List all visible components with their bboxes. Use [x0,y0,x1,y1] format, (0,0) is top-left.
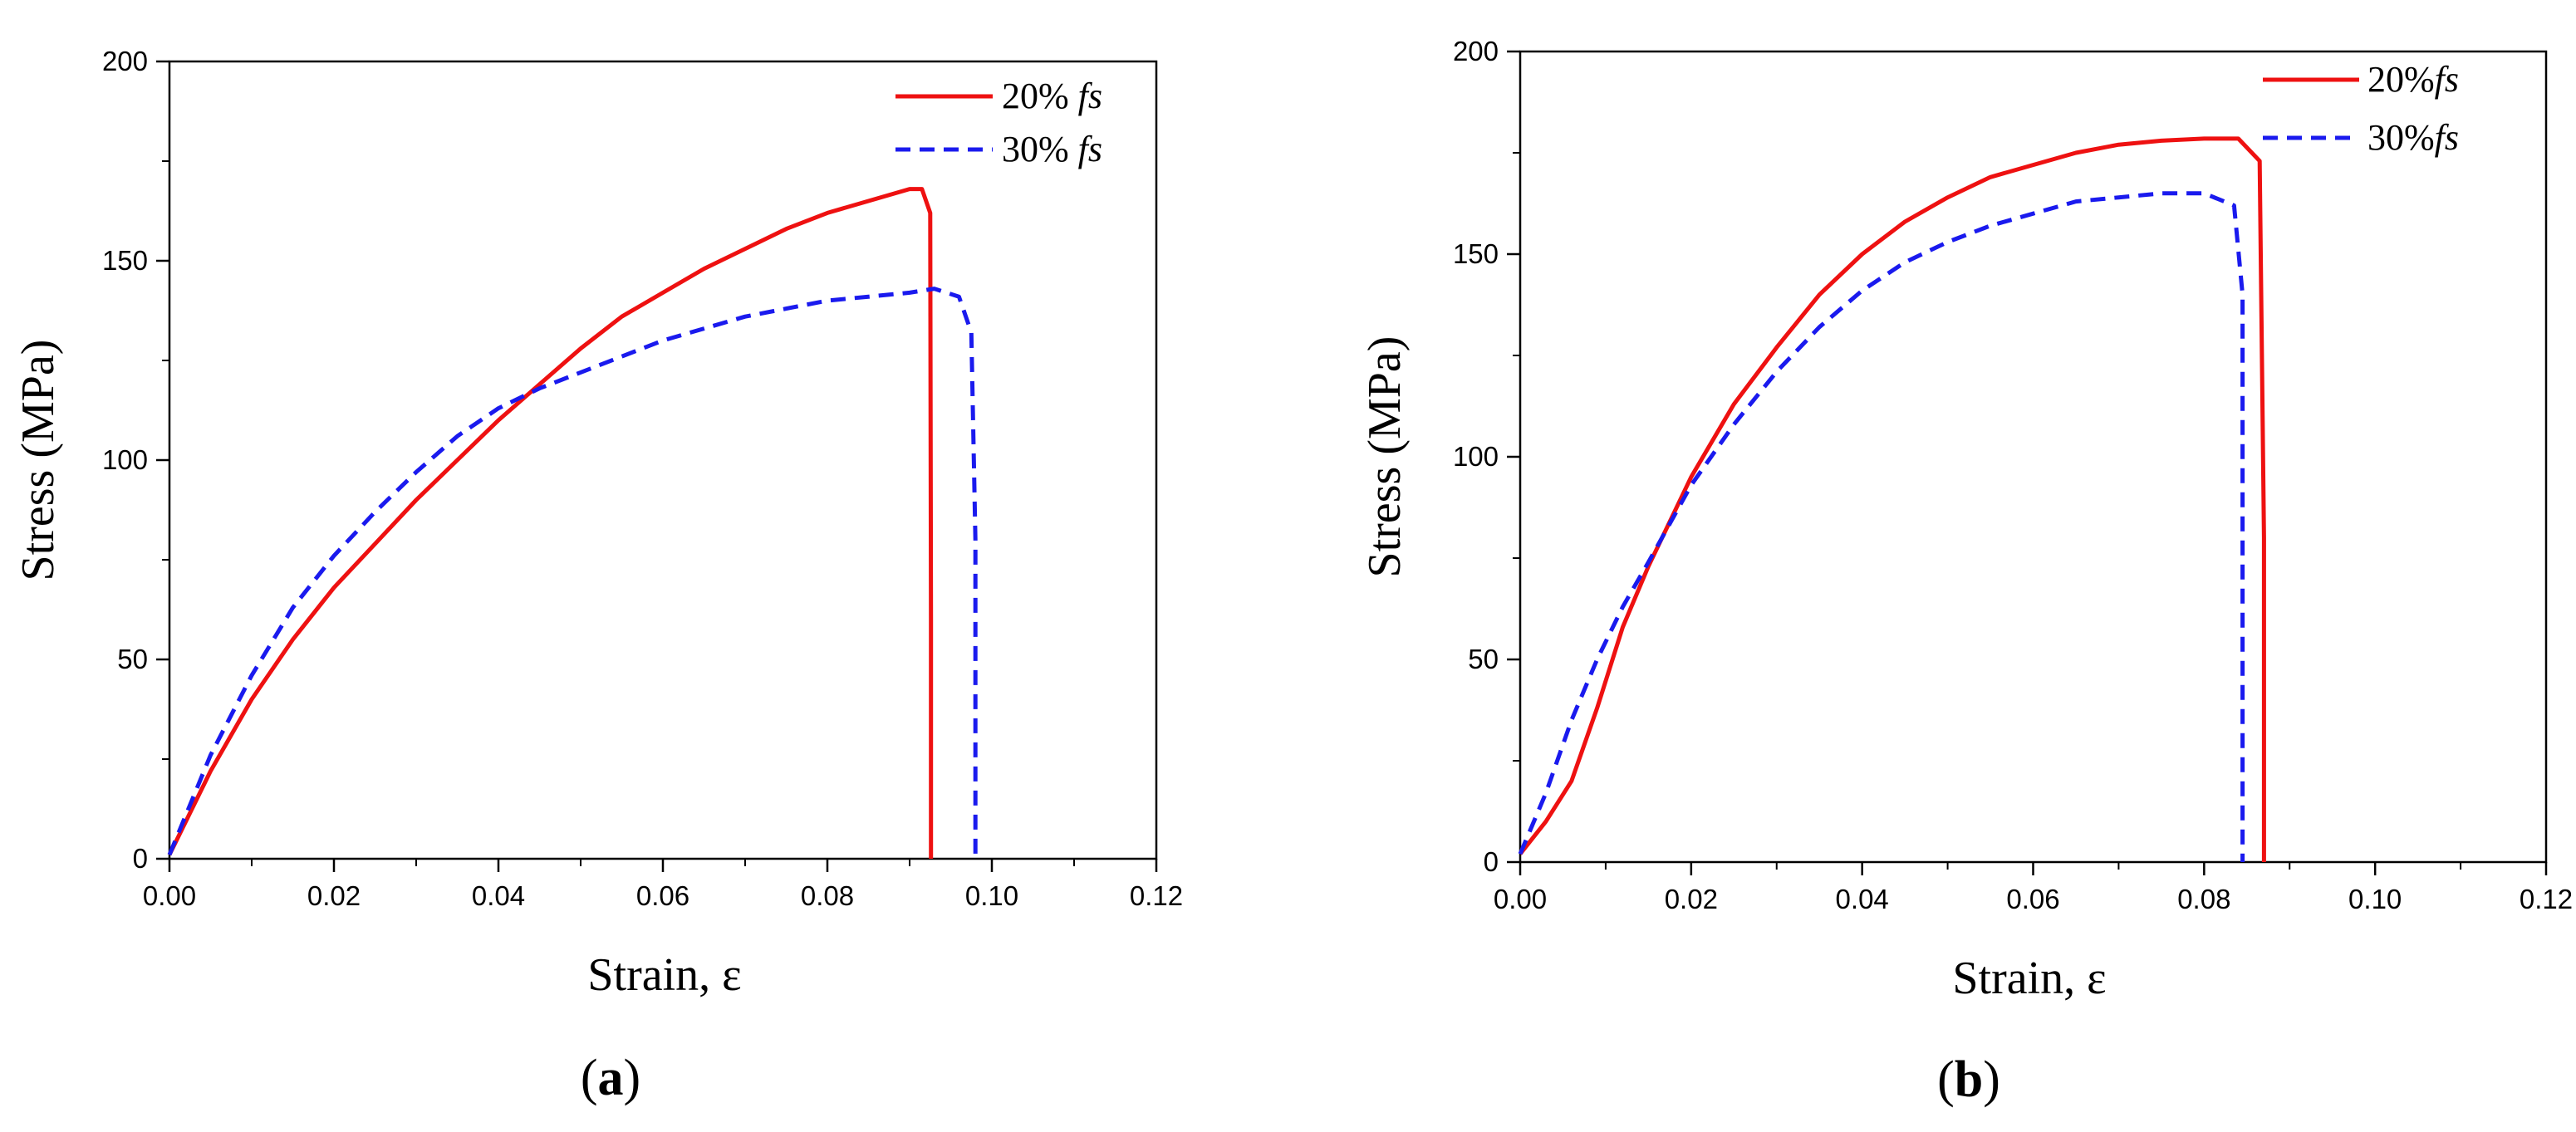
y-tick-label: 200 [1453,36,1499,66]
chart-panel-a: 0.00 0.02 0.04 0.06 0.08 0.10 0.12 0 50 100 150 200… [12,46,1183,1106]
legend-label: 30%fs [2367,117,2459,158]
legend-label: 20%fs [2367,59,2459,100]
legend-label: 20% fs [1002,76,1102,116]
x-tick-label: 0.08 [2177,884,2230,914]
series-group [1518,136,2266,862]
y-tick-label: 0 [133,843,148,874]
series-line-30pct-fs [167,287,978,859]
series-line-20pct-fs [1519,136,2266,862]
series-line-20pct-fs [167,187,934,859]
legend-label-prefix: 20% [2367,59,2435,100]
x-tick-label: 0.12 [2520,884,2573,914]
y-tick-label: 100 [1453,441,1499,472]
legend-label-italic: fs [1078,129,1102,169]
y-tick-label: 50 [117,644,148,674]
legend-label: 30% fs [1002,129,1102,169]
panel-label-letter: b [1955,1051,1983,1108]
legend-label-prefix: 30% [1002,129,1078,169]
panel-label-open: ( [581,1050,598,1106]
panel-label-close: ) [624,1050,641,1106]
x-tick-label: 0.12 [1130,880,1183,911]
legend-label-italic: fs [2435,117,2459,158]
y-axis-label: Stress (MPa) [1359,336,1411,578]
x-tick-label: 0.06 [2006,884,2059,914]
y-axis-label: Stress (MPa) [12,340,64,581]
y-tick-label: 50 [1468,644,1499,674]
panel-label-letter: a [598,1050,624,1106]
x-tick-label: 0.00 [1494,884,1547,914]
panel-label: (b) [1937,1051,2000,1108]
legend-label-prefix: 30% [2367,117,2435,158]
y-tick-label: 100 [102,444,148,475]
y-tick-label: 150 [1453,238,1499,269]
panel-label-open: ( [1937,1051,1955,1108]
legend-label-italic: fs [2435,59,2459,100]
x-tick-label: 0.08 [801,880,854,911]
x-tick-label: 0.04 [472,880,525,911]
series-group [167,187,978,859]
x-axis-label: Strain, ε [587,949,741,1001]
panel-label: (a) [581,1050,640,1106]
y-tick-label: 200 [102,46,148,76]
panel-label-close: ) [1983,1051,2000,1108]
x-axis-label: Strain, ε [1952,953,2106,1004]
x-tick-label: 0.02 [1665,884,1718,914]
y-tick-label: 150 [102,245,148,276]
x-tick-label: 0.10 [965,880,1018,911]
x-tick-label: 0.04 [1836,884,1889,914]
chart-panel-b: 0.00 0.02 0.04 0.06 0.08 0.10 0.12 0 50 100 150 200… [1359,36,2573,1108]
x-tick-label: 0.00 [143,880,196,911]
legend-label-italic: fs [1078,76,1102,116]
legend-label-prefix: 20% [1002,76,1078,116]
x-tick-label: 0.06 [636,880,689,911]
y-tick-label: 0 [1484,846,1499,877]
x-tick-label: 0.02 [307,880,361,911]
x-tick-label: 0.10 [2348,884,2402,914]
